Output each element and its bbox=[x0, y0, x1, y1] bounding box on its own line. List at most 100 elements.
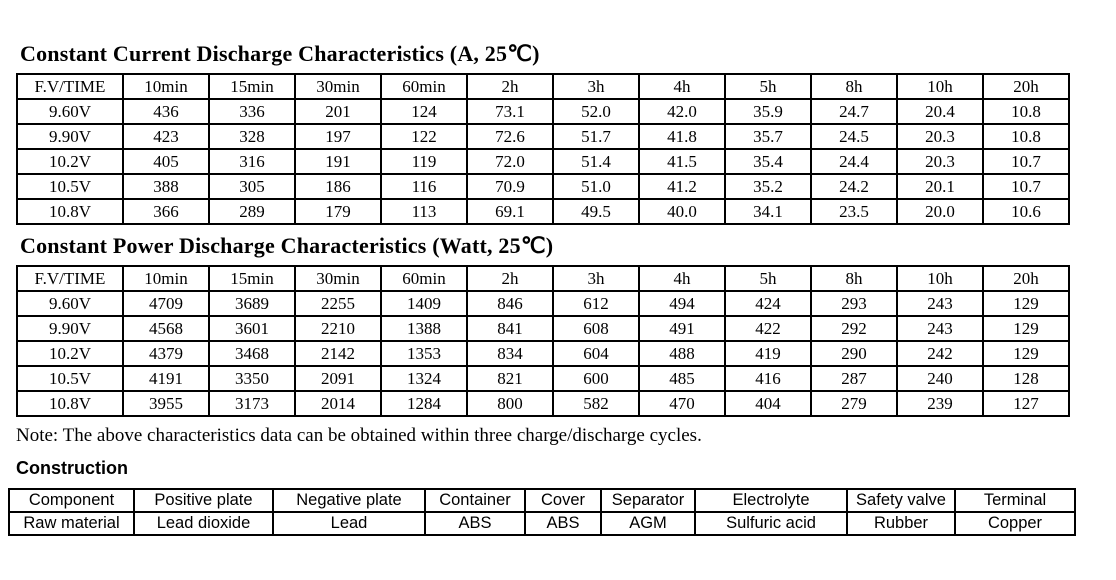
value-cell: 279 bbox=[810, 390, 898, 418]
value-cell: 3173 bbox=[208, 390, 296, 418]
column-header: 60min bbox=[380, 73, 468, 101]
value-cell: 20.0 bbox=[896, 198, 984, 226]
value-cell: 10.8 bbox=[982, 123, 1070, 151]
value-cell: 416 bbox=[724, 365, 812, 393]
value-cell: 41.8 bbox=[638, 123, 726, 151]
value-cell: 24.2 bbox=[810, 173, 898, 201]
value-cell: 243 bbox=[896, 290, 984, 318]
value-cell: 51.4 bbox=[552, 148, 640, 176]
value-cell: 201 bbox=[294, 98, 382, 126]
value-cell: 821 bbox=[466, 365, 554, 393]
value-cell: 2142 bbox=[294, 340, 382, 368]
value-cell: 24.5 bbox=[810, 123, 898, 151]
value-cell: 51.0 bbox=[552, 173, 640, 201]
value-cell: 336 bbox=[208, 98, 296, 126]
header-row: F.V/TIME 10min 15min 30min 60min 2h 3h 4h 5h 8h 10… bbox=[16, 265, 1070, 293]
value-cell: 129 bbox=[982, 290, 1070, 318]
table-row: 10.8V 3955 3173 2014 1284 800 582 470 404 279 239 1… bbox=[16, 390, 1070, 418]
column-header: 8h bbox=[810, 265, 898, 293]
row-header-cell: 10.8V bbox=[16, 198, 124, 226]
column-header: F.V/TIME bbox=[16, 73, 124, 101]
value-cell: 113 bbox=[380, 198, 468, 226]
table-row: 9.60V 4709 3689 2255 1409 846 612 494 424 293 243 1… bbox=[16, 290, 1070, 318]
value-cell: 240 bbox=[896, 365, 984, 393]
table-row: 10.5V 388 305 186 116 70.9 51.0 41.2 35.2 24.2 20.… bbox=[16, 173, 1070, 201]
row-header-cell: 9.90V bbox=[16, 123, 124, 151]
value-cell: 70.9 bbox=[466, 173, 554, 201]
value-cell: Lead bbox=[272, 510, 426, 536]
column-header: Component bbox=[8, 487, 135, 513]
value-cell: 239 bbox=[896, 390, 984, 418]
column-header: Container bbox=[424, 487, 526, 513]
value-cell: 52.0 bbox=[552, 98, 640, 126]
construction-table: Component Positive plate Negative plate Con… bbox=[8, 487, 1076, 536]
value-cell: 35.4 bbox=[724, 148, 812, 176]
column-header: 4h bbox=[638, 265, 726, 293]
table-row: Raw material Lead dioxide Lead ABS ABS AGM Sul… bbox=[8, 510, 1076, 536]
column-header: Positive plate bbox=[133, 487, 274, 513]
value-cell: 69.1 bbox=[466, 198, 554, 226]
value-cell: 122 bbox=[380, 123, 468, 151]
value-cell: 73.1 bbox=[466, 98, 554, 126]
value-cell: 424 bbox=[724, 290, 812, 318]
column-header: Separator bbox=[600, 487, 696, 513]
column-header: Negative plate bbox=[272, 487, 426, 513]
value-cell: 128 bbox=[982, 365, 1070, 393]
value-cell: 600 bbox=[552, 365, 640, 393]
value-cell: 124 bbox=[380, 98, 468, 126]
constant-current-table: F.V/TIME 10min 15min 30min 60min 2h 3h 4h 5h 8h 10… bbox=[16, 73, 1070, 226]
column-header: 20h bbox=[982, 265, 1070, 293]
value-cell: 42.0 bbox=[638, 98, 726, 126]
value-cell: 2091 bbox=[294, 365, 382, 393]
table-row: 9.90V 423 328 197 122 72.6 51.7 41.8 35.7 24.5 20.… bbox=[16, 123, 1070, 151]
value-cell: 3601 bbox=[208, 315, 296, 343]
value-cell: AGM bbox=[600, 510, 696, 536]
value-cell: 10.7 bbox=[982, 148, 1070, 176]
value-cell: 51.7 bbox=[552, 123, 640, 151]
table-row: 9.90V 4568 3601 2210 1388 841 608 491 422 292 243 1… bbox=[16, 315, 1070, 343]
column-header: 30min bbox=[294, 265, 382, 293]
value-cell: 72.6 bbox=[466, 123, 554, 151]
row-header-cell: 10.5V bbox=[16, 173, 124, 201]
row-header-cell: Raw material bbox=[8, 510, 135, 536]
value-cell: 4709 bbox=[122, 290, 210, 318]
column-header: F.V/TIME bbox=[16, 265, 124, 293]
value-cell: 485 bbox=[638, 365, 726, 393]
value-cell: 2255 bbox=[294, 290, 382, 318]
value-cell: 419 bbox=[724, 340, 812, 368]
column-header: 5h bbox=[724, 73, 812, 101]
column-header: 4h bbox=[638, 73, 726, 101]
value-cell: 405 bbox=[122, 148, 210, 176]
row-header-cell: 9.60V bbox=[16, 290, 124, 318]
header-row: Component Positive plate Negative plate Con… bbox=[8, 487, 1076, 513]
row-header-cell: 10.5V bbox=[16, 365, 124, 393]
value-cell: 129 bbox=[982, 340, 1070, 368]
value-cell: 1353 bbox=[380, 340, 468, 368]
column-header: 8h bbox=[810, 73, 898, 101]
value-cell: 24.7 bbox=[810, 98, 898, 126]
column-header: 3h bbox=[552, 265, 640, 293]
value-cell: 40.0 bbox=[638, 198, 726, 226]
value-cell: 834 bbox=[466, 340, 554, 368]
value-cell: 436 bbox=[122, 98, 210, 126]
value-cell: Copper bbox=[954, 510, 1076, 536]
value-cell: 422 bbox=[724, 315, 812, 343]
value-cell: 41.5 bbox=[638, 148, 726, 176]
value-cell: 293 bbox=[810, 290, 898, 318]
constant-current-title: Constant Current Discharge Characteristi… bbox=[20, 41, 540, 66]
column-header: 10min bbox=[122, 265, 210, 293]
row-header-cell: 10.2V bbox=[16, 340, 124, 368]
constant-power-table: F.V/TIME 10min 15min 30min 60min 2h 3h 4h 5h 8h 10… bbox=[16, 265, 1070, 418]
value-cell: ABS bbox=[524, 510, 602, 536]
value-cell: 3468 bbox=[208, 340, 296, 368]
column-header: Terminal bbox=[954, 487, 1076, 513]
value-cell: 2210 bbox=[294, 315, 382, 343]
constant-power-title: Constant Power Discharge Characteristics… bbox=[20, 233, 554, 259]
value-cell: 841 bbox=[466, 315, 554, 343]
value-cell: 287 bbox=[810, 365, 898, 393]
column-header: 3h bbox=[552, 73, 640, 101]
value-cell: 612 bbox=[552, 290, 640, 318]
table-row: 10.2V 405 316 191 119 72.0 51.4 41.5 35.4 24.4 20.… bbox=[16, 148, 1070, 176]
value-cell: 289 bbox=[208, 198, 296, 226]
value-cell: 10.6 bbox=[982, 198, 1070, 226]
